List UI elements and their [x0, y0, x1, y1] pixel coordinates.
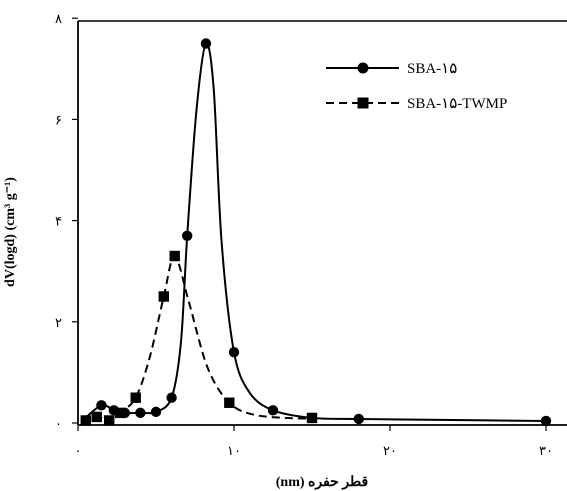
- data-point: [96, 400, 107, 411]
- data-point: [104, 415, 115, 426]
- series-line: [82, 255, 313, 424]
- data-point: [91, 411, 102, 423]
- data-point: [540, 415, 552, 427]
- legend-marker-sba15-twmp: [357, 97, 369, 109]
- data-point: [130, 392, 141, 403]
- legend-marker-sba15: [357, 62, 369, 74]
- data-point: [182, 230, 193, 241]
- data-point: [80, 415, 91, 426]
- data-point: [224, 397, 235, 408]
- y-tick-label: ۲: [55, 316, 62, 331]
- data-point: [114, 407, 126, 419]
- data-point: [169, 250, 180, 262]
- data-point: [150, 406, 162, 418]
- data-point: [267, 405, 279, 416]
- data-point: [158, 291, 169, 302]
- x-tick-label: ۰: [75, 444, 82, 459]
- x-tick-label: ۲۰: [383, 444, 397, 459]
- y-tick-label: ۰: [55, 417, 62, 432]
- x-tick-label: ۳۰: [539, 444, 553, 459]
- chart-legend: SBA-۱۵ SBA-۱۵-TWMP: [326, 61, 507, 112]
- axis-ticks: ۰ ۱۰ ۲۰ ۳۰ ۰ ۲ ۴ ۶ ۸: [55, 12, 553, 459]
- x-axis-title: قطر حفره (nm): [276, 475, 368, 490]
- data-point: [228, 346, 240, 358]
- y-tick-label: ۶: [55, 113, 62, 128]
- series-layer: [80, 38, 552, 427]
- y-axis-title: dV(logd) (cm³ g⁻¹): [3, 177, 18, 287]
- legend-label-sba15-twmp: SBA-۱۵-TWMP: [407, 96, 507, 112]
- legend-label-sba15: SBA-۱۵: [407, 61, 457, 77]
- data-point: [200, 38, 212, 49]
- data-point: [135, 407, 146, 419]
- data-point: [166, 392, 177, 403]
- data-point: [306, 412, 318, 424]
- x-tick-label: ۱۰: [227, 444, 241, 459]
- data-point: [353, 413, 364, 425]
- y-tick-label: ۸: [55, 12, 62, 27]
- plot-axes: [77, 20, 567, 426]
- series-sba15-twmp: [80, 250, 318, 426]
- y-tick-label: ۴: [55, 215, 62, 230]
